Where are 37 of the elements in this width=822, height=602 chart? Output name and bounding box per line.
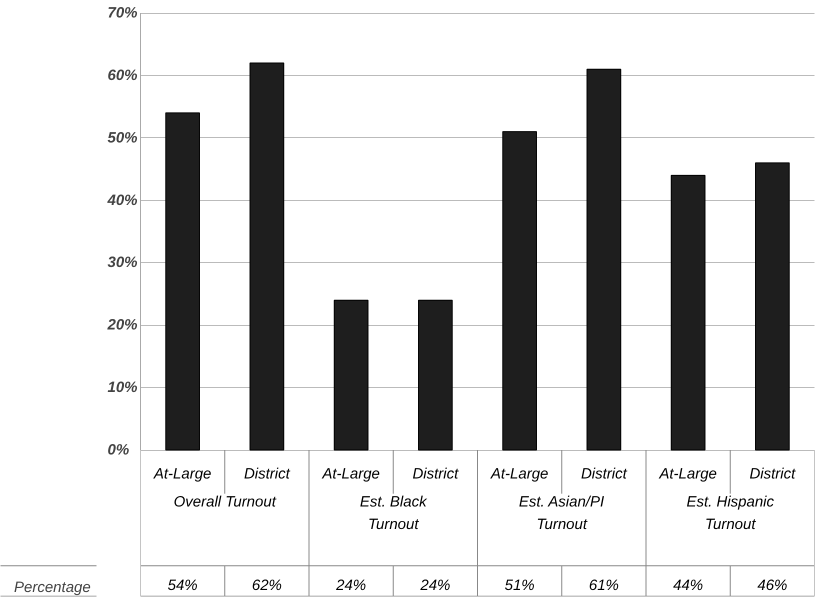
data-label: 54%: [168, 576, 198, 594]
bar: [165, 112, 200, 451]
y-tick-label: 70%: [108, 4, 138, 22]
x-tick-label: At-Large: [152, 466, 212, 483]
data-label: 62%: [252, 576, 282, 594]
bar: [670, 174, 706, 451]
data-label: 51%: [504, 576, 535, 594]
bar: [502, 131, 537, 451]
y-tick-label: 40%: [106, 192, 138, 209]
x-tick-label: District: [244, 466, 291, 483]
y-tick-label: 10%: [108, 379, 138, 396]
bar: [334, 300, 368, 451]
data-label: 44%: [673, 576, 704, 594]
y-tick-label: 50%: [108, 129, 138, 146]
x-tick-label: District: [580, 466, 628, 483]
bar: [586, 68, 622, 451]
text: Percentage: [14, 579, 91, 596]
y-tick-label: 20%: [106, 316, 138, 334]
text: Est. Black Turnout: [360, 494, 428, 533]
x-tick-label: At-Large: [658, 466, 717, 483]
bar: [755, 162, 790, 451]
x-tick-label: At-Large: [490, 466, 548, 483]
y-tick-label: 30%: [108, 254, 138, 272]
x-tick-label: District: [749, 466, 796, 483]
text: Est. Asian/PI Turnout: [518, 494, 604, 533]
text: Est. Hispanic Turnout: [686, 494, 775, 533]
text: Overall Turnout: [174, 494, 277, 511]
y-tick-label: 0%: [108, 442, 130, 459]
x-tick-label: At-Large: [321, 466, 380, 483]
data-label: 24%: [419, 576, 450, 594]
x-tick-label: District: [412, 466, 460, 483]
y-tick-label: 60%: [108, 66, 138, 84]
bar: [418, 300, 453, 451]
data-label: 61%: [588, 576, 619, 594]
data-label: 24%: [335, 576, 366, 594]
data-label: 46%: [757, 576, 788, 594]
bar: [250, 62, 284, 451]
